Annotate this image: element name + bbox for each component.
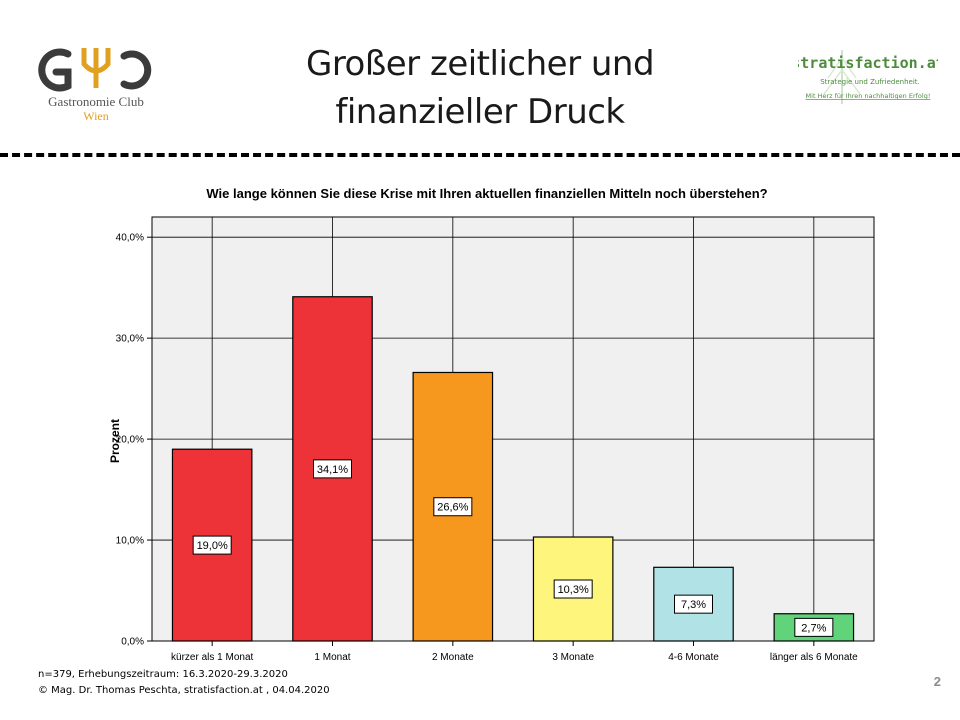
plot-background xyxy=(151,216,875,642)
data-label-box xyxy=(313,459,352,479)
category-label: 2 Monate xyxy=(432,652,474,663)
title-line-2: finanzieller Druck xyxy=(335,92,625,132)
data-label-box xyxy=(674,594,713,614)
category-label: 4-6 Monate xyxy=(668,652,719,663)
logo-left-text1: Gastronomie Club xyxy=(48,94,144,109)
y-tick-label: 40,0% xyxy=(116,233,144,244)
data-label: 2,7% xyxy=(801,622,826,634)
dashed-divider xyxy=(0,153,960,157)
page-number: 2 xyxy=(933,674,941,689)
slide-title: Großer zeitlicher und finanzieller Druck xyxy=(230,40,730,136)
data-label: 26,6% xyxy=(437,502,468,514)
category-label: länger als 6 Monate xyxy=(770,652,858,663)
logo-right-tagline1: Strategie und Zufriedenheit. xyxy=(820,78,920,86)
data-label-box xyxy=(433,497,473,517)
data-label: 34,1% xyxy=(317,464,348,476)
chart-title: Wie lange können Sie diese Krise mit Ihr… xyxy=(206,186,767,201)
footer-sample-info: n=379, Erhebungszeitraum: 16.3.2020-29.3… xyxy=(38,669,288,680)
category-label: 1 Monat xyxy=(314,652,350,663)
y-tick-label: 0,0% xyxy=(121,637,144,648)
data-label-box xyxy=(794,617,834,637)
logo-right-tagline2: Mit Herz für Ihren nachhaltigen Erfolg! xyxy=(806,92,931,100)
data-label-box xyxy=(192,535,232,555)
footer-copyright: © Mag. Dr. Thomas Peschta, stratisfactio… xyxy=(38,685,330,696)
category-label: kürzer als 1 Monat xyxy=(171,652,253,663)
category-label: 3 Monate xyxy=(552,652,594,663)
data-label: 7,3% xyxy=(681,599,706,611)
logo-right-brand: stratisfaction.at xyxy=(798,54,938,72)
data-label-box xyxy=(553,579,593,599)
plot-area: 0,0% 10,0% 20,0% 30,0% 40,0% 19,0% kürzer als … xyxy=(116,216,875,663)
title-line-1: Großer zeitlicher und xyxy=(305,44,655,84)
data-label: 19,0% xyxy=(197,540,228,552)
bar-chart: Wie lange können Sie diese Krise mit Ihr… xyxy=(108,186,875,663)
y-tick-label: 10,0% xyxy=(116,536,144,547)
y-axis-label: Prozent xyxy=(108,419,122,463)
y-tick-label: 20,0% xyxy=(116,435,144,446)
y-tick-label: 30,0% xyxy=(116,334,144,345)
stratisfaction-logo: stratisfaction.at Strategie und Zufriede… xyxy=(791,48,945,110)
logo-left-text2: Wien xyxy=(83,109,109,123)
gastronomie-club-logo: Gastronomie Club Wien xyxy=(26,40,166,125)
data-label: 10,3% xyxy=(558,584,589,596)
